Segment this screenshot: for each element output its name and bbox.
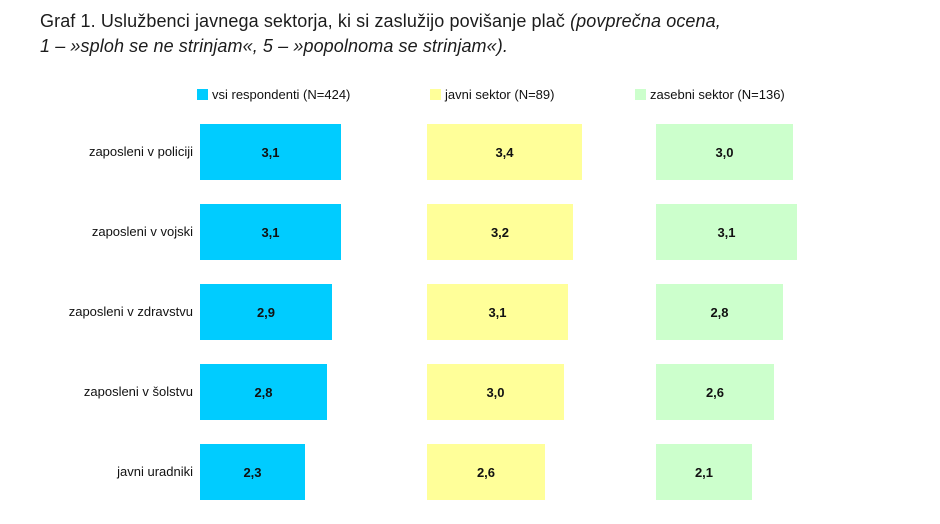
legend-label: javni sektor (N=89) [445, 87, 555, 102]
chart-row-zaposleni-v-šolstvu: zaposleni v šolstvu 2,8 3,0 2,6 [0, 364, 940, 420]
bar-vsi-respondenti: 3,1 [200, 124, 341, 180]
bar-value-label: 3,4 [495, 144, 514, 160]
bar-value-label: 3,1 [717, 224, 736, 240]
chart-row-zaposleni-v-policiji: zaposleni v policiji 3,1 3,4 3,0 [0, 124, 940, 180]
bar-value-label: 2,1 [694, 464, 714, 480]
legend-swatch-icon [635, 89, 646, 100]
bar-value-label: 2,6 [705, 384, 725, 400]
legend-item-vsi-respondenti: vsi respondenti (N=424) [197, 87, 350, 103]
chart-row-zaposleni-v-zdravstvu: zaposleni v zdravstvu 2,9 3,1 2,8 [0, 284, 940, 340]
legend-item-zasebni-sektor: zasebni sektor (N=136) [635, 87, 785, 103]
bar-javni-sektor: 2,6 [427, 444, 545, 500]
legend-label: zasebni sektor (N=136) [650, 87, 785, 102]
bar-value-label: 3,0 [486, 384, 505, 400]
bar-zasebni-sektor: 2,1 [656, 444, 752, 500]
bar-value-label: 2,9 [256, 304, 276, 320]
bar-vsi-respondenti: 2,9 [200, 284, 332, 340]
legend-swatch-icon [430, 89, 441, 100]
bar-zasebni-sektor: 3,0 [656, 124, 793, 180]
legend-item-javni-sektor: javni sektor (N=89) [430, 87, 554, 103]
legend-swatch-icon [197, 89, 208, 100]
bar-value-label: 3,1 [261, 144, 280, 160]
bar-value-label: 3,1 [261, 224, 280, 240]
chart-row-zaposleni-v-vojski: zaposleni v vojski 3,1 3,2 3,1 [0, 204, 940, 260]
chart-title-main: Graf 1. Uslužbenci javnega sektorja, ki … [40, 11, 571, 31]
bar-value-label: 3,2 [490, 224, 510, 240]
chart-row-javni-uradniki: javni uradniki 2,3 2,6 2,1 [0, 444, 940, 500]
bar-vsi-respondenti: 3,1 [200, 204, 341, 260]
bar-javni-sektor: 3,4 [427, 124, 582, 180]
bar-value-label: 2,8 [254, 384, 273, 400]
bar-vsi-respondenti: 2,3 [200, 444, 305, 500]
bar-javni-sektor: 3,1 [427, 284, 568, 340]
chart-title-subtitle-end: 1 – »sploh se ne strinjam«, 5 – »popolno… [40, 36, 508, 56]
category-label: zaposleni v šolstvu [83, 384, 193, 399]
category-label: javni uradniki [117, 464, 193, 479]
chart-title: Graf 1. Uslužbenci javnega sektorja, ki … [40, 9, 920, 59]
category-label: zaposleni v vojski [91, 224, 193, 239]
legend-label: vsi respondenti (N=424) [212, 87, 351, 102]
bar-javni-sektor: 3,0 [427, 364, 564, 420]
bar-javni-sektor: 3,2 [427, 204, 573, 260]
bar-vsi-respondenti: 2,8 [200, 364, 327, 420]
chart-title-subtitle-start: (povprečna ocena, [570, 11, 721, 31]
bar-zasebni-sektor: 2,6 [656, 364, 774, 420]
bar-zasebni-sektor: 2,8 [656, 284, 783, 340]
bar-value-label: 3,0 [715, 144, 734, 160]
bar-value-label: 3,1 [488, 304, 507, 320]
category-label: zaposleni v policiji [88, 144, 193, 159]
bar-zasebni-sektor: 3,1 [656, 204, 797, 260]
bar-value-label: 2,6 [476, 464, 496, 480]
bar-value-label: 2,8 [710, 304, 729, 320]
category-label: zaposleni v zdravstvu [68, 304, 193, 319]
bar-value-label: 2,3 [243, 464, 262, 480]
